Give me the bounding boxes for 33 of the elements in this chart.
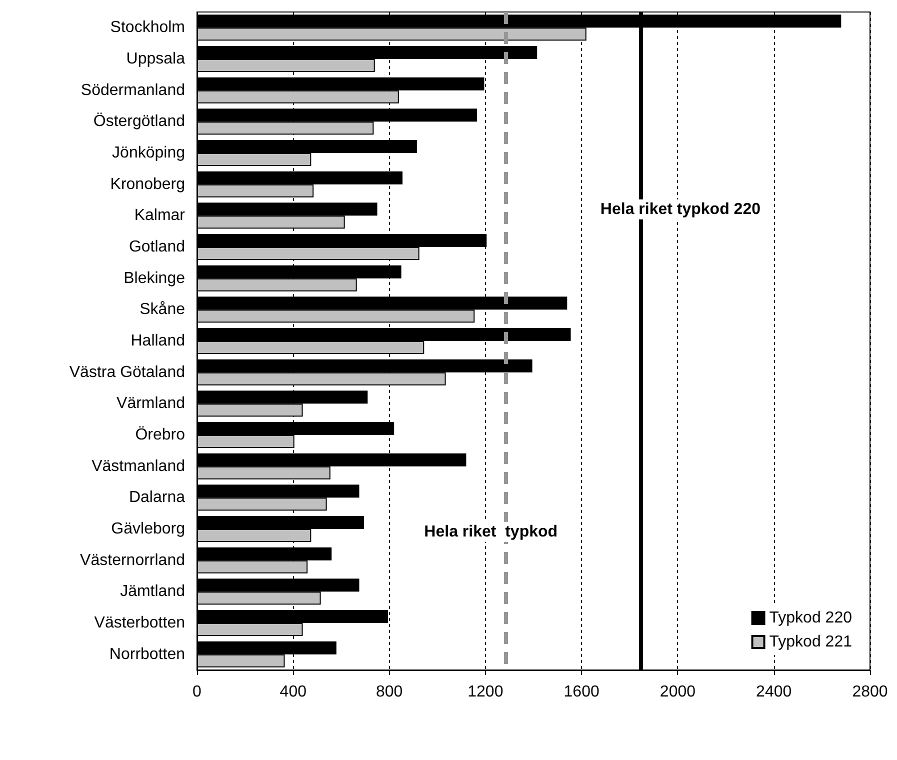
y-tick-label: Jämtland bbox=[120, 583, 185, 600]
y-tick-label: Jönköping bbox=[112, 144, 185, 162]
y-tick-label: Skåne bbox=[140, 301, 186, 318]
y-tick-label: Södermanland bbox=[80, 82, 185, 99]
x-tick-label: 2400 bbox=[756, 684, 792, 700]
y-tick-label: Värmland bbox=[116, 395, 185, 412]
x-tick-label: 2000 bbox=[660, 684, 696, 700]
y-tick-label: Västernorrland bbox=[80, 552, 185, 569]
y-tick-label: Gävleborg bbox=[111, 520, 185, 538]
y-tick-label: Örebro bbox=[135, 426, 186, 444]
y-tick-label: Norrbotten bbox=[109, 646, 185, 663]
y-tick-label: Kronoberg bbox=[110, 176, 185, 193]
y-tick-label: Halland bbox=[130, 332, 185, 350]
y-tick-label: Gotland bbox=[128, 238, 185, 256]
x-tick-label: 2800 bbox=[852, 684, 888, 700]
y-tick-label: Västerbotten bbox=[94, 614, 185, 632]
y-tick-label: Stockholm bbox=[110, 19, 185, 36]
y-tick-label: Dalarna bbox=[128, 489, 186, 506]
x-tick-label: 400 bbox=[280, 684, 307, 700]
y-tick-label: Västra Götaland bbox=[69, 364, 185, 381]
x-tick-label: 800 bbox=[376, 684, 403, 700]
ref-line-label: Hela riket typkod 220 bbox=[600, 200, 761, 218]
x-tick-label: 1200 bbox=[468, 684, 504, 700]
legend-label: Typkod 221 bbox=[769, 634, 852, 650]
y-tick-label: Västmanland bbox=[92, 458, 185, 475]
x-tick-label: 0 bbox=[192, 684, 202, 700]
y-tick-label: Kalmar bbox=[134, 207, 186, 224]
y-tick-label: Blekinge bbox=[124, 270, 186, 287]
x-tick-label: 1600 bbox=[564, 684, 600, 700]
y-tick-label: Uppsala bbox=[126, 50, 186, 68]
legend-label: Typkod 220 bbox=[769, 610, 852, 626]
y-tick-label: Östergötland bbox=[93, 112, 185, 130]
ref-line-label: Hela riket typkod bbox=[424, 523, 558, 540]
